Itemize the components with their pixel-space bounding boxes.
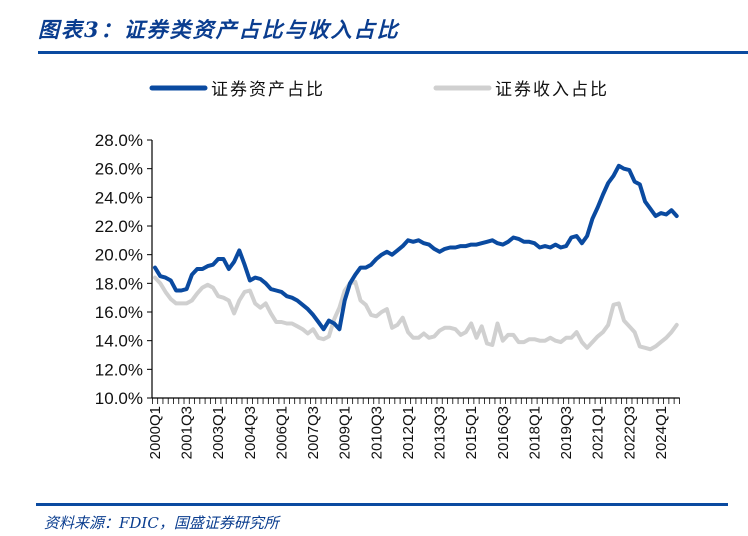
y-tick-label: 10.0%	[95, 389, 143, 408]
y-tick-label: 16.0%	[95, 303, 143, 322]
figure-title: 图表3：证券类资产占比与收入占比	[38, 17, 400, 42]
y-tick-label: 22.0%	[95, 217, 143, 236]
y-tick-label: 20.0%	[95, 246, 143, 265]
x-tick-label: 2022Q3	[621, 406, 638, 459]
x-tick-label: 2009Q1	[337, 406, 354, 459]
series-line-income	[153, 275, 679, 352]
y-tick-label: 28.0%	[95, 131, 143, 150]
legend: 证券资产占比 证券收入占比	[149, 80, 609, 100]
legend-label-assets: 证券资产占比	[211, 80, 325, 100]
top-rule	[38, 51, 748, 54]
x-tick-label: 2003Q1	[210, 406, 227, 459]
x-tick-label: 2018Q1	[526, 406, 543, 459]
x-tick-label: 2015Q1	[463, 406, 480, 459]
x-tick-label: 2024Q1	[653, 406, 670, 459]
x-tick-label: 2007Q3	[305, 406, 322, 459]
x-tick-label: 2021Q1	[590, 406, 607, 459]
x-tick-label: 2000Q1	[147, 406, 164, 459]
series-line-assets	[153, 163, 679, 332]
x-tick-label: 2016Q3	[495, 406, 512, 459]
x-tick-label: 2012Q1	[400, 406, 417, 459]
y-tick-label: 24.0%	[95, 188, 143, 207]
bottom-rule	[36, 503, 728, 506]
x-tick-label: 2013Q3	[432, 406, 449, 459]
x-tick-label: 2006Q1	[273, 406, 290, 459]
x-tick-label: 2004Q3	[242, 406, 259, 459]
y-tick-label: 12.0%	[95, 360, 143, 379]
x-tick-label: 2019Q3	[558, 406, 575, 459]
x-tick-label: 2010Q3	[368, 406, 385, 459]
y-tick-label: 18.0%	[95, 274, 143, 293]
legend-label-income: 证券收入占比	[495, 80, 609, 100]
x-tick-label: 2001Q3	[179, 406, 196, 459]
y-tick-label: 14.0%	[95, 332, 143, 351]
y-tick-label: 26.0%	[95, 160, 143, 179]
source-note: 资料来源：FDIC，国盛证券研究所	[44, 514, 279, 532]
